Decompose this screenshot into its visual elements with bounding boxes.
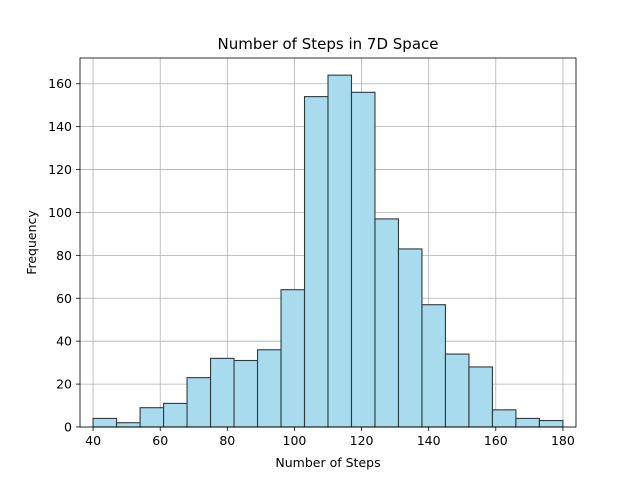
x-tick-label: 60 xyxy=(152,433,168,448)
x-tick-label: 80 xyxy=(219,433,235,448)
histogram-bar xyxy=(327,74,353,428)
plot-frame xyxy=(79,57,577,428)
x-tick-label: 40 xyxy=(85,433,101,448)
histogram-bar xyxy=(468,366,493,428)
histogram-bar xyxy=(186,377,212,428)
histogram-bar xyxy=(491,409,517,428)
y-tick-label: 40 xyxy=(56,334,72,349)
x-axis-label: Number of Steps xyxy=(275,455,380,470)
y-tick-label: 160 xyxy=(48,76,72,91)
histogram-bar xyxy=(209,357,235,428)
x-axis-ticks: 40 60 80 100 120 140 160 180 xyxy=(85,427,575,448)
y-tick-label: 0 xyxy=(64,420,72,435)
y-tick-label: 120 xyxy=(48,162,72,177)
histogram-bar xyxy=(163,402,188,428)
histogram-bar xyxy=(350,91,376,428)
histogram-bar xyxy=(515,417,540,428)
x-tick-label: 160 xyxy=(484,433,508,448)
histogram-bar xyxy=(92,417,118,428)
y-tick-label: 80 xyxy=(56,248,72,263)
histogram-bar xyxy=(280,289,306,428)
y-tick-label: 60 xyxy=(56,291,72,306)
y-axis-ticks: 0 20 40 60 80 100 120 140 160 xyxy=(48,76,80,435)
histogram-bars xyxy=(92,74,564,428)
histogram-bar xyxy=(303,96,329,428)
x-tick-label: 180 xyxy=(551,433,575,448)
y-tick-label: 100 xyxy=(48,205,72,220)
histogram-bar xyxy=(444,353,470,428)
y-tick-label: 20 xyxy=(56,377,72,392)
chart-title: Number of Steps in 7D Space xyxy=(217,35,438,53)
y-axis-label: Frequency xyxy=(24,210,39,275)
histogram-bar xyxy=(538,420,564,428)
x-tick-label: 120 xyxy=(350,433,374,448)
histogram-bar xyxy=(374,218,400,428)
histogram-bar xyxy=(397,248,423,428)
x-tick-label: 100 xyxy=(283,433,307,448)
histogram-bar xyxy=(421,304,447,428)
histogram-bar xyxy=(256,349,282,428)
histogram-bar xyxy=(116,422,141,428)
y-tick-label: 140 xyxy=(48,119,72,134)
histogram-bar xyxy=(233,359,259,428)
x-tick-label: 140 xyxy=(417,433,441,448)
histogram-bar xyxy=(139,407,165,428)
